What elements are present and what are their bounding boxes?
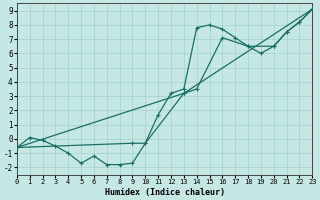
X-axis label: Humidex (Indice chaleur): Humidex (Indice chaleur): [105, 188, 225, 197]
